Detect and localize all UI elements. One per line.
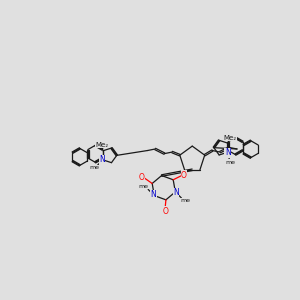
Text: me: me [89,165,99,170]
Text: Me₂: Me₂ [95,142,109,148]
Text: O: O [139,173,144,182]
Text: N: N [99,155,105,164]
Text: me: me [180,198,190,203]
Text: me: me [226,160,236,165]
Text: O: O [162,207,168,216]
Text: O: O [181,171,187,180]
Text: N: N [151,190,156,199]
Text: N: N [173,188,179,197]
Text: N: N [225,148,231,158]
Text: Me₂: Me₂ [224,135,237,141]
Text: me: me [139,184,148,189]
